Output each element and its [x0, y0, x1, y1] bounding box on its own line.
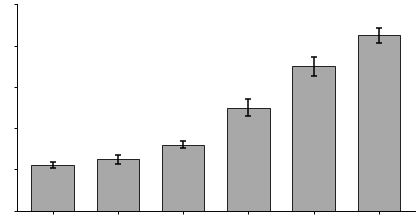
Bar	[358, 35, 400, 211]
Bar	[162, 145, 204, 211]
Bar	[292, 66, 335, 211]
Bar	[31, 165, 74, 211]
Bar	[227, 108, 269, 211]
Bar	[97, 159, 139, 211]
